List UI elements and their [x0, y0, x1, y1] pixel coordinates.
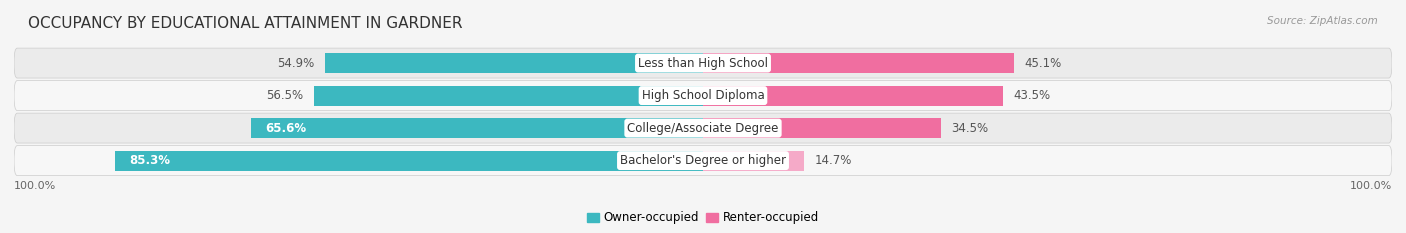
Text: 100.0%: 100.0%: [14, 181, 56, 191]
Text: 100.0%: 100.0%: [1350, 181, 1392, 191]
Text: 85.3%: 85.3%: [129, 154, 170, 167]
Text: Bachelor's Degree or higher: Bachelor's Degree or higher: [620, 154, 786, 167]
Bar: [314, 86, 703, 106]
Bar: [325, 53, 703, 73]
FancyBboxPatch shape: [14, 81, 1392, 110]
Bar: [115, 151, 703, 171]
Text: 14.7%: 14.7%: [814, 154, 852, 167]
Legend: Owner-occupied, Renter-occupied: Owner-occupied, Renter-occupied: [582, 206, 824, 229]
Bar: [703, 118, 941, 138]
Bar: [703, 86, 1002, 106]
Text: 56.5%: 56.5%: [266, 89, 304, 102]
Text: 45.1%: 45.1%: [1024, 57, 1062, 70]
Text: 34.5%: 34.5%: [950, 122, 988, 135]
Text: 65.6%: 65.6%: [264, 122, 307, 135]
Bar: [703, 53, 1014, 73]
Text: OCCUPANCY BY EDUCATIONAL ATTAINMENT IN GARDNER: OCCUPANCY BY EDUCATIONAL ATTAINMENT IN G…: [28, 16, 463, 31]
FancyBboxPatch shape: [14, 48, 1392, 78]
FancyBboxPatch shape: [14, 146, 1392, 175]
Bar: [703, 151, 804, 171]
Text: Source: ZipAtlas.com: Source: ZipAtlas.com: [1267, 16, 1378, 26]
Text: Less than High School: Less than High School: [638, 57, 768, 70]
Text: College/Associate Degree: College/Associate Degree: [627, 122, 779, 135]
Bar: [252, 118, 703, 138]
Text: 43.5%: 43.5%: [1012, 89, 1050, 102]
Text: High School Diploma: High School Diploma: [641, 89, 765, 102]
Text: 54.9%: 54.9%: [277, 57, 315, 70]
FancyBboxPatch shape: [14, 113, 1392, 143]
